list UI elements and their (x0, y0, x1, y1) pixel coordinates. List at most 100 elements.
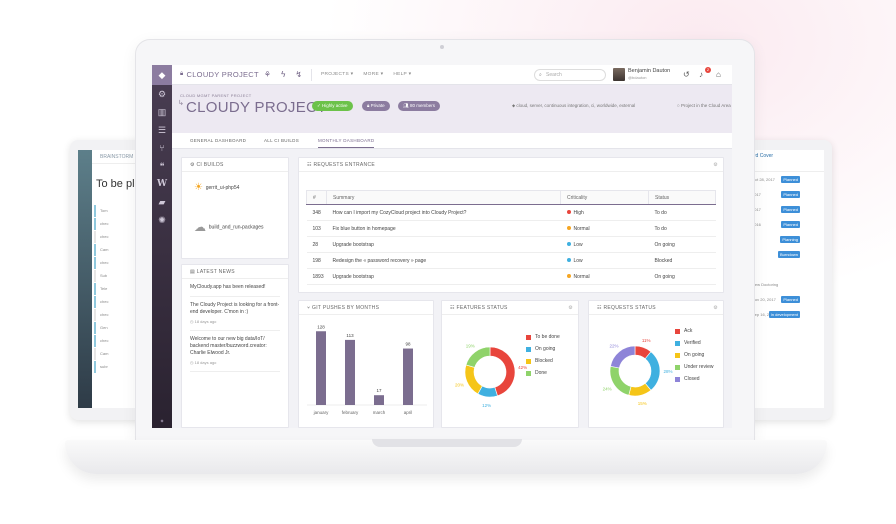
table-row[interactable]: 28 Upgrade bootstrap Low On going (306, 236, 716, 253)
news-item[interactable]: The Cloudy Project is looking for a fron… (190, 297, 280, 331)
status-badge: Planned (781, 296, 800, 303)
requests-table: # Summary Criticality Status 348 How can … (306, 190, 716, 285)
home-icon[interactable]: ⌂ (716, 70, 721, 79)
legend-item: On going (526, 343, 560, 355)
slice-label: 15% (638, 401, 647, 406)
badge-active: ✓ Highly active (312, 101, 353, 111)
menu-more[interactable]: MORE ▾ (363, 72, 384, 77)
col-id: # (306, 190, 327, 205)
list-item[interactable]: Gen (94, 322, 155, 334)
list-item[interactable]: Tele (94, 283, 155, 295)
list-item[interactable]: Sub (94, 270, 155, 282)
gear-icon: ⚙ (190, 162, 195, 168)
user-handle: @bdauton (628, 75, 647, 80)
dashboard-tabs: GENERAL DASHBOARD ALL CI BUILDS MONTHLY … (172, 133, 732, 149)
legend-item: Under review (675, 361, 713, 373)
menu-help[interactable]: HELP ▾ (393, 72, 412, 77)
logo-icon[interactable]: ◆ (152, 65, 172, 85)
menu-projects[interactable]: PROJECTS ▾ (321, 72, 354, 77)
gear-icon[interactable]: ⚙ (713, 162, 718, 168)
list-item[interactable]: chec (94, 335, 155, 347)
table-row[interactable]: 103 Fix blue button in homepage Normal To d… (306, 220, 716, 237)
bar (374, 395, 384, 405)
settings-icon[interactable]: ⚙ (157, 88, 167, 99)
main-sidebar: ◆ ⚙ ▥ ☰ ⑂ ❝ W ▰ ✺ ◆ (152, 65, 172, 428)
bar-value: 128 (317, 324, 325, 329)
chat-icon[interactable]: ❝ (159, 160, 165, 171)
slice-label: 11% (642, 338, 651, 343)
bar-value: 113 (346, 333, 354, 338)
run-icon[interactable]: ⚘ (263, 70, 272, 79)
list-item[interactable]: chec (94, 296, 155, 308)
gear-icon[interactable]: ⚙ (568, 305, 573, 311)
list-item[interactable]: Tom (94, 205, 155, 217)
tab-monthly[interactable]: MONTHLY DASHBOARD (318, 138, 375, 148)
list-item[interactable]: 2017 Planned (752, 206, 800, 213)
list-item[interactable]: chec (94, 218, 155, 230)
list-item[interactable]: subr (94, 361, 155, 373)
user-name[interactable]: Benjamin Dauton (628, 68, 671, 74)
project-tags: ⬥ cloud, server, continuous integration,… (512, 103, 636, 108)
project-context[interactable]: ○ Project in the Cloud Area (677, 103, 731, 108)
list-item[interactable]: Planning (740, 232, 824, 247)
tab-ci-builds[interactable]: ALL CI BUILDS (264, 138, 299, 143)
cloud-icon: ☁ (194, 220, 206, 234)
list-item[interactable]: Burndown (740, 247, 824, 262)
project-header: CLOUD MGMT PARENT PROJECT ↳ CLOUDY PROJE… (172, 85, 732, 133)
list-item[interactable]: Cam (94, 244, 155, 256)
parent-project[interactable]: CLOUD MGMT PARENT PROJECT (180, 93, 252, 98)
list-item[interactable]: chec (94, 231, 155, 243)
slice-label: 20% (455, 382, 464, 387)
slice-label: 42% (518, 365, 527, 370)
wiki-icon[interactable]: W (156, 179, 168, 189)
col-criticality: Criticality (560, 190, 649, 205)
git-header: ⑂ GIT PUSHES BY MONTHS (299, 301, 433, 315)
tick-label: february (342, 410, 359, 415)
list-item[interactable]: Cam (94, 348, 155, 360)
history-icon[interactable]: ↺ (683, 70, 690, 79)
avatar[interactable] (613, 68, 625, 81)
search-icon: ⌕ (539, 72, 542, 78)
list-item[interactable]: chec (94, 257, 155, 269)
ci-builds-header: ⚙ CI BUILDS (182, 158, 288, 172)
bell-icon[interactable]: ♪ (699, 70, 703, 79)
news-icon: ▤ (190, 269, 196, 275)
legend-swatch (675, 352, 680, 358)
list-icon[interactable]: ☰ (157, 124, 167, 135)
version-icon: ◆ (160, 418, 164, 423)
badge-members[interactable]: 👥︎ 80 members (398, 101, 440, 111)
criticality-dot (566, 226, 571, 231)
chart-icon[interactable]: ▥ (157, 106, 167, 117)
git-icon[interactable]: ⑂ (159, 143, 165, 153)
ci-item[interactable]: ☀ gerrit_ui-php54 (194, 182, 240, 193)
flash-icon[interactable]: ↯ (295, 70, 303, 79)
project-switcher[interactable]: 🔒︎ CLOUDY PROJECT (180, 70, 259, 79)
list-item[interactable]: Nov 20, 2017 Planned (752, 296, 800, 303)
tab-general[interactable]: GENERAL DASHBOARD (190, 138, 247, 143)
news-item[interactable]: Welcome to our new big data/IoT/ backend… (190, 331, 280, 372)
table-row[interactable]: 1893 Upgrade bootstrap Normal On going (306, 268, 716, 285)
right-device-header: Ord Cover (740, 150, 824, 172)
bolt-icon[interactable]: ϟ (281, 70, 286, 79)
list-item[interactable]: New Doctoring (752, 282, 779, 287)
list-item[interactable]: chec (94, 309, 155, 321)
table-row[interactable]: 348 How can I import my CozyCloud project… (306, 204, 716, 221)
list-item[interactable]: Sep 16, 2016 In development (752, 311, 800, 318)
folder-icon[interactable]: ▰ (158, 196, 166, 207)
cogs-icon[interactable]: ✺ (158, 214, 166, 225)
git-icon: ⑂ (307, 305, 311, 311)
notification-count: 2 (705, 67, 711, 73)
search-input[interactable]: ⌕ Search (534, 69, 606, 81)
list-item[interactable]: 2017 Planned (752, 191, 800, 198)
list-item[interactable]: Oct 28, 2017 Planned (752, 176, 800, 183)
table-row[interactable]: 198 Redesign the « password recovery » pa… (306, 252, 716, 269)
pie-slice (644, 351, 661, 391)
news-item[interactable]: MyCloudy.app has been released! (190, 279, 280, 297)
grid-icon: ☷ (450, 305, 455, 311)
gear-icon[interactable]: ⚙ (713, 305, 718, 311)
status-badge: In development (768, 311, 800, 318)
list-item[interactable]: 2016 Planned (752, 221, 800, 228)
slice-label: 22% (609, 344, 618, 349)
legend-swatch (675, 328, 680, 334)
ci-item[interactable]: ☁ build_and_run-packages (194, 220, 264, 234)
